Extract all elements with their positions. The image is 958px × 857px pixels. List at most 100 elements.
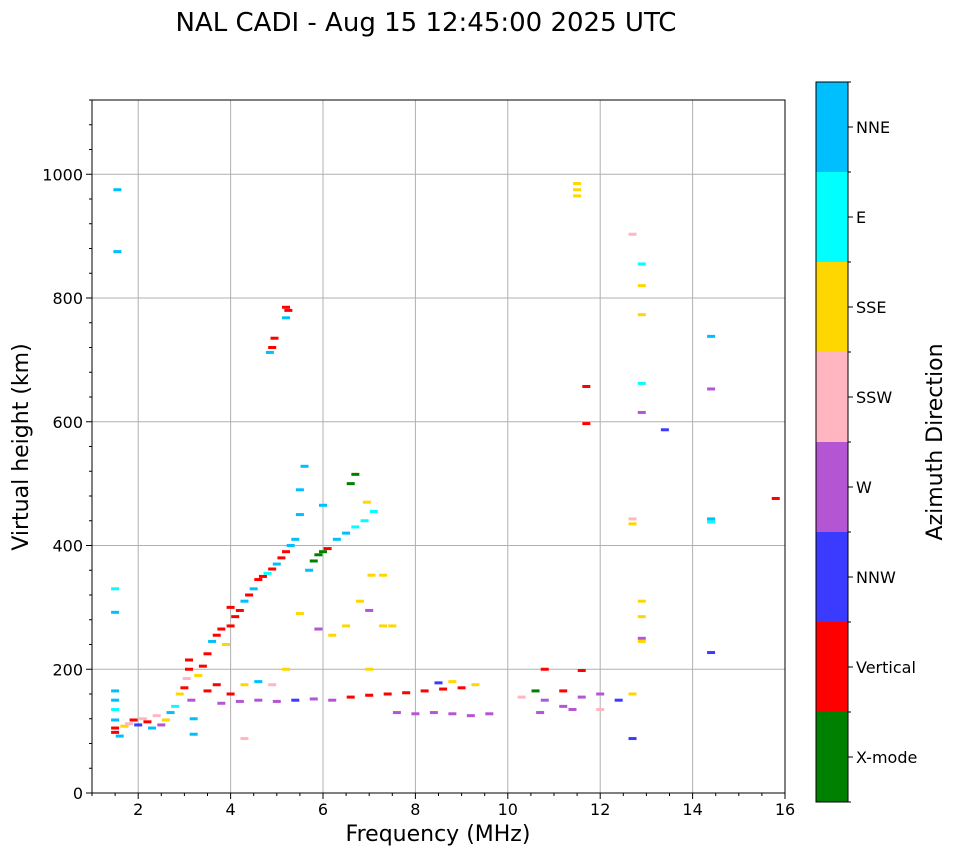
- data-point: [240, 599, 249, 603]
- data-point: [365, 608, 374, 612]
- data-point: [471, 683, 480, 687]
- data-point: [771, 496, 780, 500]
- data-point: [254, 578, 263, 582]
- x-tick-label: 2: [133, 800, 143, 819]
- data-point: [707, 517, 716, 521]
- data-point: [265, 350, 274, 354]
- data-point: [540, 698, 549, 702]
- data-point: [148, 726, 157, 730]
- data-point: [282, 667, 291, 671]
- data-point: [365, 667, 374, 671]
- data-point: [342, 624, 351, 628]
- data-point: [439, 687, 448, 691]
- data-point: [628, 232, 637, 236]
- data-point: [187, 698, 196, 702]
- data-point: [332, 537, 341, 541]
- data-point: [111, 698, 120, 702]
- plot-background: [92, 100, 785, 793]
- data-point: [328, 633, 337, 637]
- data-point: [270, 336, 279, 340]
- data-point: [448, 680, 457, 684]
- data-point: [111, 726, 120, 730]
- colorbar-label: X-mode: [856, 748, 917, 767]
- data-point: [628, 692, 637, 696]
- data-point: [707, 651, 716, 655]
- data-point: [346, 695, 355, 699]
- data-point: [295, 612, 304, 616]
- data-point: [212, 633, 221, 637]
- data-point: [582, 422, 591, 426]
- y-tick-label: 800: [52, 289, 83, 308]
- data-point: [367, 573, 376, 577]
- data-point: [355, 599, 364, 603]
- data-points: [111, 182, 780, 741]
- data-point: [707, 520, 716, 524]
- data-point: [448, 712, 457, 716]
- data-point: [637, 615, 646, 619]
- data-point: [217, 627, 226, 631]
- data-point: [466, 714, 475, 718]
- data-point: [249, 587, 258, 591]
- data-point: [226, 624, 235, 628]
- data-point: [707, 387, 716, 391]
- data-point: [235, 608, 244, 612]
- data-point: [628, 737, 637, 741]
- data-point: [171, 704, 180, 708]
- data-point: [152, 714, 161, 718]
- data-point: [254, 680, 263, 684]
- data-point: [559, 689, 568, 693]
- data-point: [268, 346, 277, 349]
- data-point: [485, 712, 494, 716]
- data-point: [637, 410, 646, 414]
- x-axis-label: Frequency (MHz): [346, 822, 531, 847]
- data-point: [291, 537, 300, 541]
- data-point: [113, 250, 122, 254]
- data-point: [369, 509, 378, 513]
- data-point: [295, 513, 304, 517]
- data-point: [115, 734, 124, 738]
- colorbar-title: Azimuth Direction: [923, 343, 948, 540]
- data-point: [379, 573, 388, 577]
- data-point: [166, 711, 175, 715]
- plot-area: [92, 100, 785, 793]
- data-point: [628, 522, 637, 526]
- x-tick-label: 14: [682, 800, 702, 819]
- data-point: [411, 712, 420, 716]
- data-point: [342, 531, 351, 535]
- data-point: [111, 707, 120, 711]
- data-point: [182, 677, 191, 681]
- data-point: [314, 553, 323, 557]
- data-point: [392, 711, 401, 715]
- data-point: [217, 701, 226, 705]
- grid-lines: [92, 100, 786, 794]
- data-point: [637, 639, 646, 643]
- data-point: [319, 503, 327, 507]
- colorbar-swatch: [816, 352, 848, 442]
- data-point: [568, 707, 577, 711]
- data-point: [111, 587, 120, 591]
- data-point: [388, 624, 397, 628]
- colorbar-label: W: [856, 478, 872, 497]
- data-point: [660, 428, 669, 432]
- data-point: [124, 722, 133, 726]
- data-point: [263, 571, 272, 575]
- data-point: [309, 697, 318, 701]
- data-point: [203, 652, 212, 656]
- colorbar-label: Vertical: [856, 658, 916, 677]
- data-point: [379, 624, 388, 628]
- data-point: [628, 517, 637, 521]
- data-point: [360, 519, 369, 523]
- y-tick-label: 600: [52, 413, 83, 432]
- data-point: [161, 718, 170, 722]
- data-point: [113, 188, 122, 192]
- data-point: [272, 699, 281, 703]
- data-point: [212, 683, 221, 687]
- data-point: [305, 568, 314, 572]
- data-point: [531, 689, 540, 693]
- data-point: [614, 698, 623, 702]
- data-point: [185, 667, 194, 671]
- data-point: [309, 559, 318, 563]
- data-point: [383, 692, 392, 696]
- data-point: [365, 693, 374, 697]
